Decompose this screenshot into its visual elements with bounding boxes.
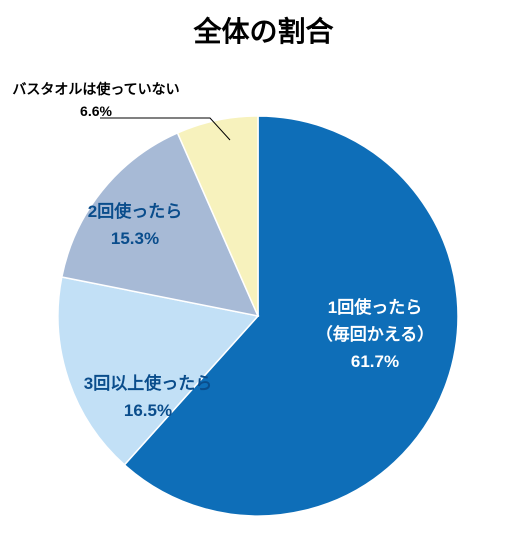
slice-label: 3回以上使ったら16.5% — [63, 370, 233, 424]
chart-stage: 全体の割合 1回使ったら（毎回かえる）61.7%3回以上使ったら16.5%2回使… — [0, 0, 527, 559]
slice-label: バスタオルは使っていない6.6% — [0, 78, 196, 123]
slice-label: 2回使ったら15.3% — [60, 198, 210, 252]
slice-label: 1回使ったら（毎回かえる）61.7% — [275, 294, 475, 376]
